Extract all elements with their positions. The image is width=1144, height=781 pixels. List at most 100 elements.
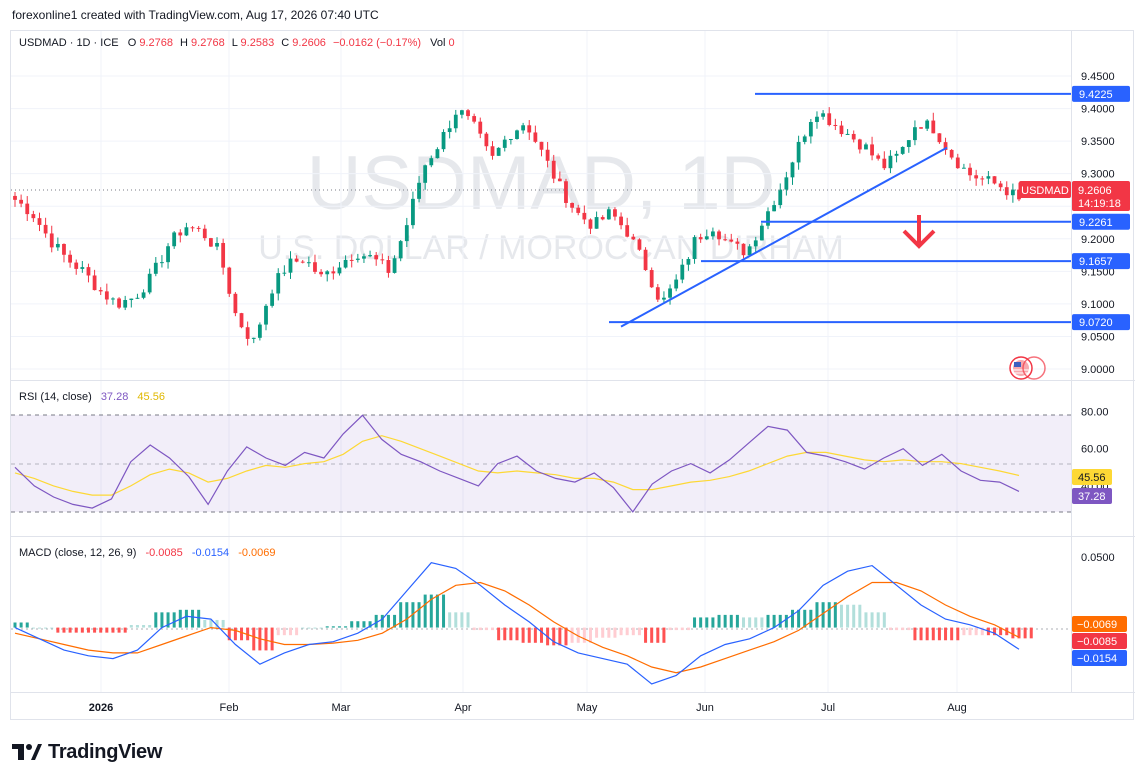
candle-body[interactable]: [833, 124, 838, 126]
candle-body[interactable]: [123, 300, 128, 308]
candle-body[interactable]: [55, 243, 60, 248]
candle-body[interactable]: [588, 219, 593, 229]
candle-body[interactable]: [166, 246, 170, 263]
candle-body[interactable]: [441, 132, 446, 150]
candle-body[interactable]: [772, 205, 777, 212]
chart-svg[interactable]: USDMAD, 1D U.S. DOLLAR / MOROCCAN DIRHAM: [7, 31, 1135, 721]
candle-body[interactable]: [821, 113, 825, 117]
candle-body[interactable]: [184, 227, 189, 236]
candle-body[interactable]: [37, 218, 42, 225]
candle-body[interactable]: [619, 216, 623, 226]
candle-body[interactable]: [337, 267, 342, 274]
candle-body[interactable]: [490, 146, 495, 156]
support-resistance-levels[interactable]: [609, 92, 1071, 324]
candle-body[interactable]: [294, 258, 299, 262]
candle-body[interactable]: [888, 155, 893, 169]
candle-body[interactable]: [25, 203, 30, 215]
candle-body[interactable]: [931, 120, 936, 134]
candle-body[interactable]: [68, 254, 72, 263]
candle-body[interactable]: [49, 233, 54, 248]
us-flag-icon[interactable]: [1009, 356, 1046, 380]
candle-body[interactable]: [521, 125, 526, 131]
candle-body[interactable]: [178, 232, 183, 236]
candle-body[interactable]: [417, 182, 421, 199]
candle-body[interactable]: [870, 144, 874, 156]
candle-body[interactable]: [202, 228, 207, 239]
candle-body[interactable]: [955, 157, 960, 169]
candle-body[interactable]: [343, 259, 348, 268]
candle-body[interactable]: [600, 217, 605, 220]
candle-body[interactable]: [968, 167, 972, 176]
macd-signal-line[interactable]: [14, 581, 1020, 674]
candle-body[interactable]: [949, 149, 954, 158]
candle-body[interactable]: [717, 231, 721, 240]
candle-body[interactable]: [478, 121, 483, 134]
candle-body[interactable]: [564, 181, 568, 203]
candle-body[interactable]: [845, 133, 850, 135]
candle-body[interactable]: [117, 298, 121, 308]
candle-body[interactable]: [992, 176, 997, 184]
candle-body[interactable]: [349, 259, 354, 261]
price-axis[interactable]: 9.45009.40009.35009.30009.25009.20009.15…: [1081, 71, 1115, 376]
candle-body[interactable]: [423, 165, 428, 183]
candle-body[interactable]: [386, 260, 391, 273]
candlestick-series[interactable]: [13, 107, 1021, 346]
candle-body[interactable]: [392, 258, 397, 273]
candle-body[interactable]: [374, 255, 379, 260]
candle-body[interactable]: [998, 183, 1003, 188]
candle-body[interactable]: [98, 290, 103, 292]
candle-body[interactable]: [86, 267, 91, 276]
candle-body[interactable]: [484, 133, 489, 147]
candle-body[interactable]: [882, 158, 887, 169]
candle-body[interactable]: [362, 256, 366, 259]
candle-body[interactable]: [257, 324, 262, 338]
candle-body[interactable]: [31, 214, 36, 219]
candle-body[interactable]: [919, 127, 923, 129]
candle-body[interactable]: [864, 144, 868, 150]
candle-body[interactable]: [306, 262, 311, 264]
candle-body[interactable]: [313, 262, 317, 272]
candle-body[interactable]: [802, 136, 807, 142]
candle-body[interactable]: [570, 202, 574, 208]
candle-body[interactable]: [227, 267, 232, 294]
rsi-line[interactable]: [14, 414, 1020, 513]
candle-body[interactable]: [637, 239, 642, 250]
candle-body[interactable]: [325, 271, 330, 275]
candle-body[interactable]: [209, 238, 213, 247]
candle-body[interactable]: [147, 273, 152, 293]
candle-body[interactable]: [729, 239, 734, 242]
candle-body[interactable]: [857, 139, 862, 150]
candle-body[interactable]: [153, 262, 158, 274]
candle-body[interactable]: [753, 240, 758, 247]
candle-body[interactable]: [692, 237, 697, 259]
candle-body[interactable]: [496, 147, 501, 156]
candle-body[interactable]: [447, 128, 452, 133]
candle-body[interactable]: [508, 138, 513, 140]
candle-body[interactable]: [649, 270, 654, 288]
candle-body[interactable]: [680, 264, 685, 280]
candle-body[interactable]: [245, 327, 250, 339]
candle-body[interactable]: [74, 262, 79, 269]
candle-body[interactable]: [796, 141, 801, 163]
candle-body[interactable]: [398, 241, 403, 259]
candle-body[interactable]: [404, 225, 409, 242]
candle-body[interactable]: [655, 287, 660, 300]
candle-body[interactable]: [453, 114, 458, 129]
candle-body[interactable]: [539, 141, 544, 150]
candle-body[interactable]: [472, 116, 477, 122]
candle-body[interactable]: [766, 211, 770, 226]
candle-body[interactable]: [815, 116, 819, 122]
candle-body[interactable]: [435, 149, 440, 159]
candle-body[interactable]: [160, 262, 164, 264]
candle-body[interactable]: [135, 297, 140, 299]
candle-body[interactable]: [735, 241, 740, 244]
candle-body[interactable]: [913, 127, 917, 141]
candle-body[interactable]: [557, 178, 562, 182]
candle-body[interactable]: [239, 313, 244, 328]
candle-body[interactable]: [784, 177, 789, 190]
candle-body[interactable]: [104, 291, 109, 300]
candle-body[interactable]: [808, 121, 813, 137]
candle-body[interactable]: [582, 212, 587, 220]
candle-body[interactable]: [631, 236, 636, 240]
candle-body[interactable]: [92, 275, 97, 291]
